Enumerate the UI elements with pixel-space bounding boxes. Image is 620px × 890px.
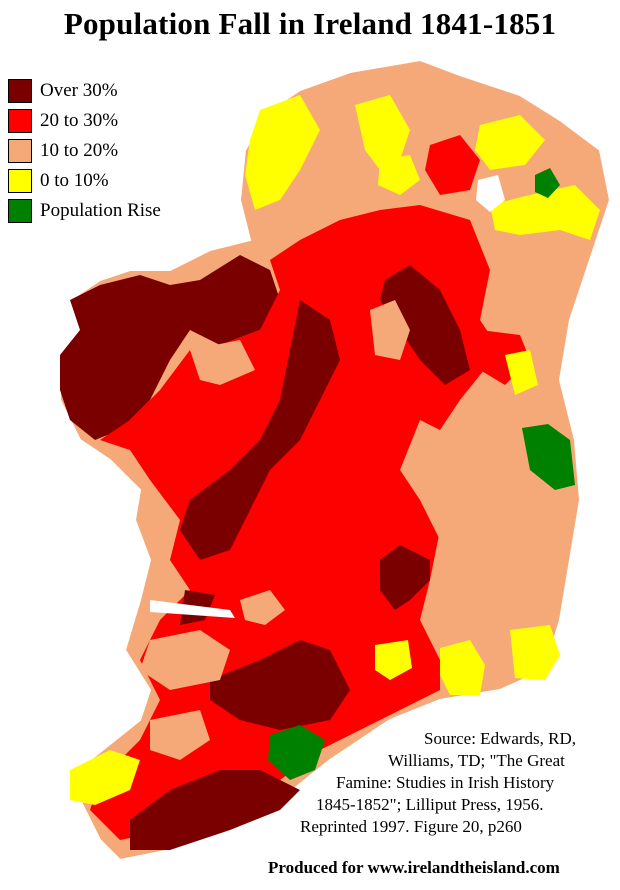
legend-item-rise: Population Rise [8,196,161,226]
legend-swatch [8,109,32,133]
legend-label: Over 30% [40,80,118,101]
region-0to10-southwest [70,750,140,805]
legend-swatch [8,79,32,103]
legend-swatch [8,139,32,163]
region-0to10-down [490,185,600,240]
region-over30-north-midlands [380,265,470,385]
legend-label: 0 to 10% [40,170,109,191]
region-over30-central [180,300,340,560]
legend-label: Population Rise [40,200,161,221]
legend-swatch [8,169,32,193]
region-over30-south [210,640,350,730]
source-line: Williams, TD; "The Great [388,751,565,770]
lough-neagh [476,175,505,212]
region-over30-mayo [60,255,280,440]
legend-item-10to20: 10 to 20% [8,136,161,166]
region-0to10-wexford-west [440,640,485,695]
legend: Over 30% 20 to 30% 10 to 20% 0 to 10% Po… [8,76,161,226]
legend-label: 20 to 30% [40,110,119,131]
source-line: Famine: Studies in Irish History [336,773,555,792]
region-10to20-limerick [140,630,230,690]
region-10to20-kerry [150,710,210,760]
region-0to10-kilkenny [375,640,412,680]
region-over30-midland-east [380,545,430,610]
source-line: Source: Edwards, RD, [424,729,577,748]
region-over30-cork [130,770,300,850]
source-line: 1845-1852"; Lilliput Press, 1956. [316,795,544,814]
region-0to10-derry [355,95,410,170]
legend-item-20to30: 20 to 30% [8,106,161,136]
source-citation: Source: Edwards, RD, Williams, TD; "The … [300,728,610,838]
legend-item-over30: Over 30% [8,76,161,106]
region-rise-cork [268,725,325,780]
shannon-estuary [150,600,235,618]
region-0to10-donegal [245,95,320,210]
region-rise-dublin [522,424,575,490]
region-20to30-tyrone [425,135,480,195]
region-0to10-meath [505,350,538,395]
legend-swatch [8,199,32,223]
legend-item-0to10: 0 to 10% [8,166,161,196]
region-10to20-tipp [240,590,285,625]
source-line: Reprinted 1997. Figure 20, p260 [300,817,522,836]
region-10to20-galway [190,340,255,385]
region-0to10-wexford [510,625,560,680]
map-title: Population Fall in Ireland 1841-1851 [63,6,557,41]
region-0to10-antrim [475,115,545,170]
legend-label: 10 to 20% [40,140,119,161]
region-0to10-tyrone-north [378,155,420,195]
region-10to20-roscommon [370,300,410,360]
credit-line: Produced for www.irelandtheisland.com [268,858,560,877]
region-rise-belfast [535,168,560,198]
